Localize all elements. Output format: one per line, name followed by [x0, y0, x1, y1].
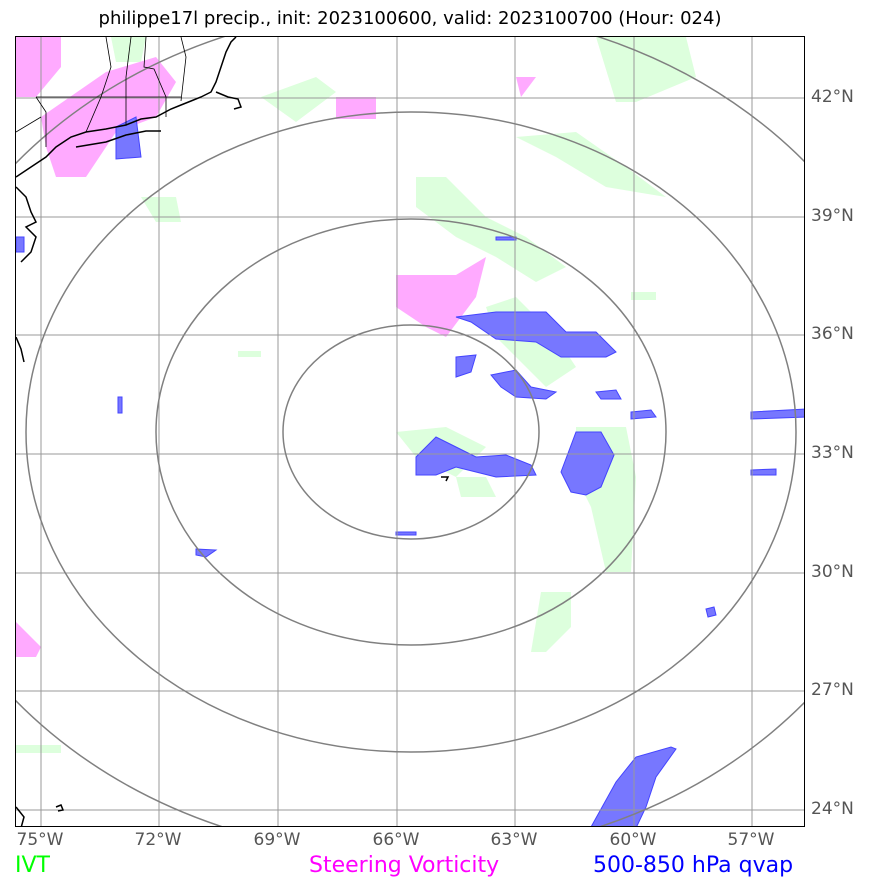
vorticity-layer	[16, 37, 536, 657]
state-borders	[16, 37, 187, 147]
coastline-path	[75, 130, 161, 148]
qvap-area	[560, 431, 615, 496]
range-ring	[25, 111, 797, 753]
coastline	[16, 37, 450, 826]
lat-label-33n: 33°N	[811, 443, 854, 463]
ivt-area	[456, 477, 496, 497]
border-path	[35, 96, 47, 147]
coastline-path	[441, 476, 450, 482]
coastline-path	[16, 806, 25, 826]
vorticity-area	[41, 57, 176, 177]
range-ring	[155, 218, 667, 646]
border-path	[180, 37, 187, 102]
map-plot-area	[15, 36, 805, 827]
vorticity-area	[16, 37, 61, 97]
coastline-path	[16, 336, 25, 363]
qvap-area	[630, 409, 657, 420]
qvap-area	[495, 236, 517, 241]
qvap-area	[705, 606, 717, 618]
ivt-area	[238, 351, 261, 357]
lat-label-24n: 24°N	[811, 799, 854, 819]
ivt-area	[141, 197, 181, 222]
qvap-area	[16, 236, 25, 253]
vorticity-area	[516, 77, 536, 97]
qvap-area	[750, 408, 804, 420]
map-title: philippe17l precip., init: 2023100600, v…	[98, 8, 722, 29]
lat-label-27n: 27°N	[811, 680, 854, 700]
vorticity-area	[396, 257, 486, 337]
lon-label-69w: 69°W	[253, 830, 301, 850]
lon-label-66w: 66°W	[372, 830, 420, 850]
ivt-area	[631, 292, 656, 300]
border-path	[143, 37, 167, 117]
ivt-area	[596, 37, 696, 102]
ivt-area	[531, 592, 571, 652]
qvap-area	[395, 531, 417, 536]
coastline-path	[55, 804, 65, 812]
legend-steering-vorticity: Steering Vorticity	[309, 853, 500, 878]
ivt-area	[261, 77, 336, 122]
legend-ivt: IVT	[15, 853, 50, 878]
map-canvas	[16, 37, 804, 826]
legend-qvap: 500-850 hPa qvap	[593, 853, 794, 878]
lon-label-63w: 63°W	[490, 830, 538, 850]
lat-label-36n: 36°N	[811, 324, 854, 344]
border-path	[125, 37, 132, 125]
border-path	[85, 37, 112, 133]
lat-label-42n: 42°N	[811, 87, 854, 107]
ivt-area	[16, 745, 61, 753]
range-rings	[16, 37, 804, 826]
border-path	[16, 116, 42, 133]
lat-label-30n: 30°N	[811, 562, 854, 582]
ivt-area	[516, 132, 666, 197]
graticule	[16, 37, 804, 826]
range-ring	[282, 324, 540, 540]
qvap-area	[117, 396, 123, 414]
qvap-area	[195, 548, 218, 558]
qvap-area	[750, 468, 777, 476]
coastline-path	[16, 37, 237, 178]
qvap-area	[415, 436, 537, 478]
lon-label-75w: 75°W	[16, 830, 64, 850]
coastline-path	[16, 186, 38, 263]
ivt-area	[111, 37, 146, 62]
vorticity-area	[16, 622, 41, 657]
coastline-path	[215, 91, 242, 110]
lon-label-60w: 60°W	[609, 830, 657, 850]
lon-label-57w: 57°W	[727, 830, 775, 850]
qvap-area	[455, 354, 477, 378]
lon-label-72w: 72°W	[134, 830, 182, 850]
lat-label-39n: 39°N	[811, 206, 854, 226]
qvap-layer	[16, 116, 804, 826]
qvap-area	[595, 389, 622, 400]
qvap-area	[115, 116, 142, 160]
